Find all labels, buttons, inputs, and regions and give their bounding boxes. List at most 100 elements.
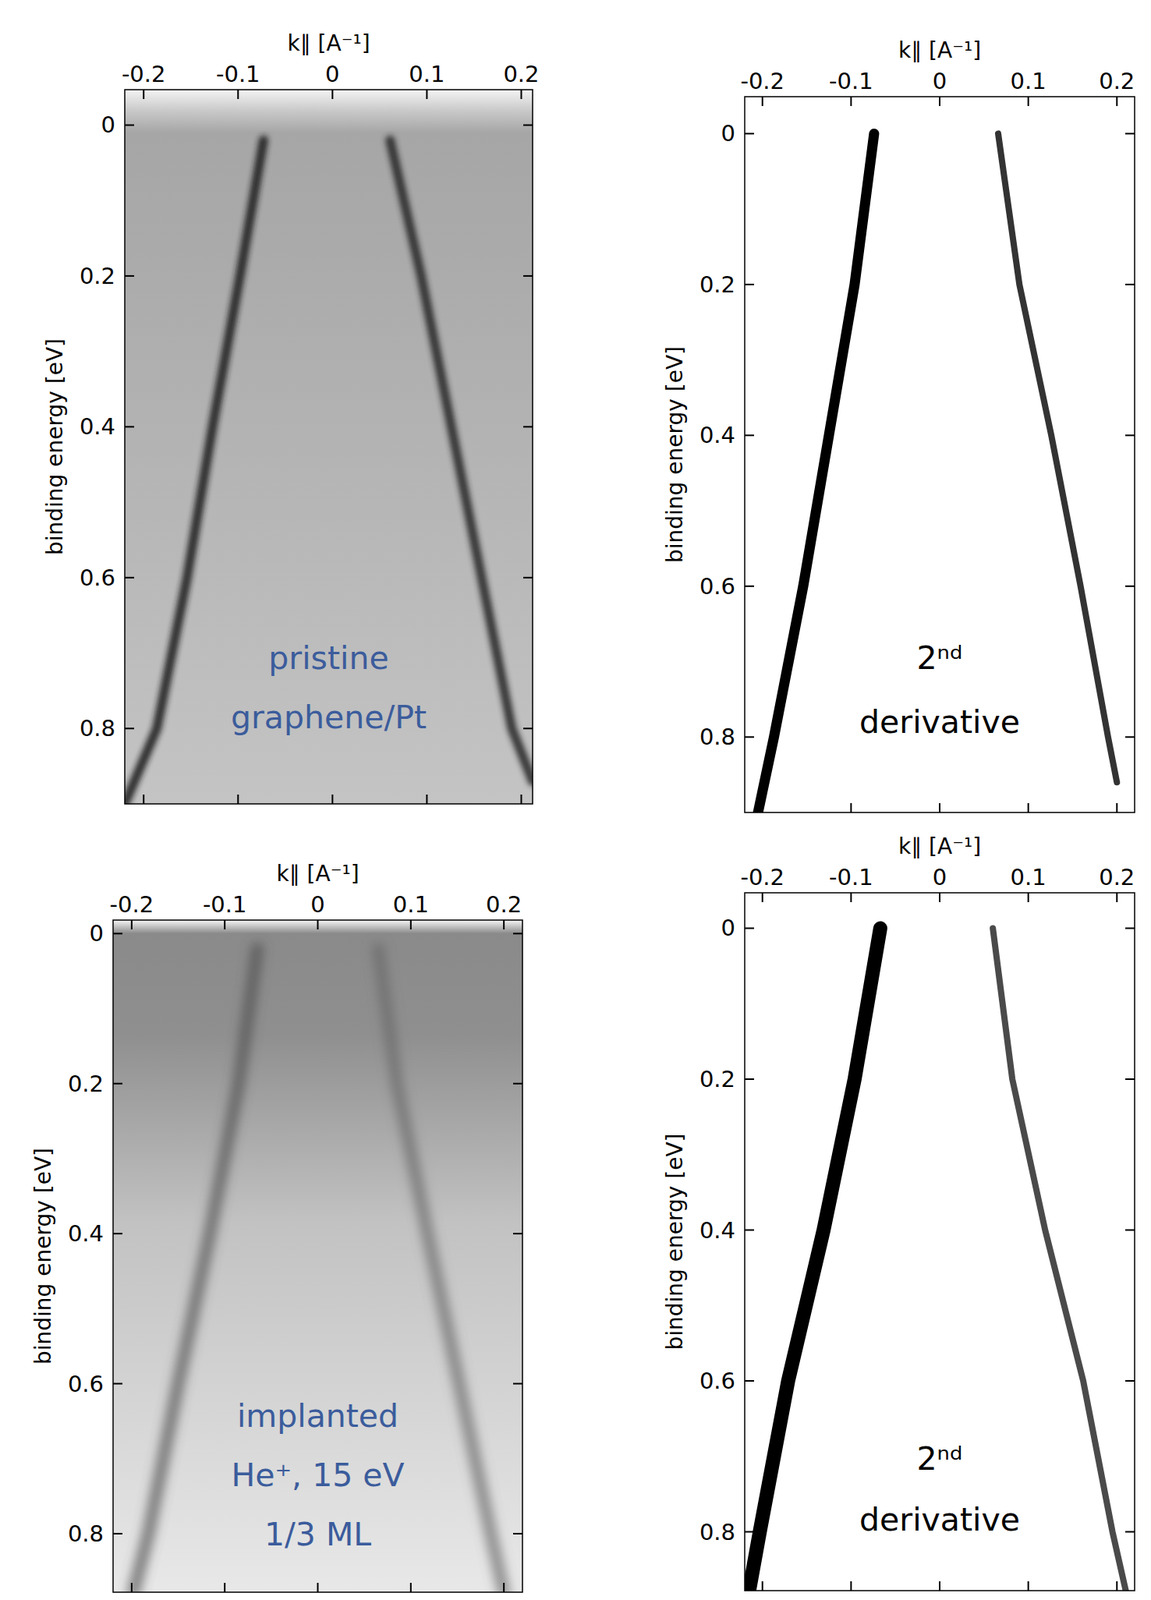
x-tick: [317, 1583, 319, 1593]
x-tick-label: 0.1: [1010, 864, 1047, 891]
x-tick: [1115, 803, 1118, 813]
x-axis-title: k∥ [A⁻¹]: [286, 30, 370, 57]
y-tick: [1125, 1229, 1135, 1232]
x-tick-label: 0: [932, 864, 947, 891]
y-tick: [1125, 1531, 1135, 1534]
band-dispersion: [757, 133, 875, 813]
annotation: 2ⁿᵈ: [916, 1440, 963, 1478]
x-tick: [237, 794, 239, 804]
annotation: derivative: [859, 703, 1020, 741]
x-tick-label: 0.2: [1098, 864, 1135, 891]
y-tick: [124, 577, 135, 579]
y-tick-label: 0.2: [699, 1066, 736, 1093]
y-tick: [513, 1383, 523, 1385]
band-dispersion: [998, 133, 1117, 783]
band-dispersion: [389, 140, 533, 782]
y-tick-label: 0.6: [699, 573, 736, 600]
y-tick: [113, 1232, 123, 1235]
x-tick-label: -0.1: [202, 891, 248, 918]
intensity-background: [113, 920, 523, 1593]
annotation: graphene/Pt: [230, 698, 427, 737]
annotation: pristine: [268, 639, 389, 677]
y-tick: [1125, 132, 1135, 135]
x-tick: [502, 1583, 505, 1593]
y-tick: [744, 132, 755, 135]
x-tick: [131, 920, 133, 930]
x-tick-label: -0.1: [216, 60, 261, 88]
y-tick-label: 0.8: [67, 1520, 104, 1548]
x-tick: [938, 803, 941, 813]
annotation: 2ⁿᵈ: [916, 639, 963, 677]
x-tick: [938, 892, 941, 903]
y-tick: [744, 1531, 755, 1534]
x-tick: [1115, 96, 1118, 107]
y-axis-title: binding energy [eV]: [662, 346, 688, 564]
x-tick-label: 0.2: [1098, 67, 1135, 95]
frame: [113, 920, 523, 1593]
x-tick: [425, 89, 428, 100]
bands: [133, 949, 504, 1593]
y-tick: [1125, 283, 1135, 286]
y-tick: [744, 927, 755, 929]
y-tick: [113, 932, 123, 935]
band-dispersion: [749, 927, 881, 1591]
x-tick: [237, 89, 239, 100]
bands: [749, 927, 1127, 1591]
x-tick: [849, 892, 852, 903]
y-tick: [513, 1232, 523, 1235]
x-tick: [1115, 1581, 1118, 1591]
y-tick-label: 0.6: [67, 1370, 104, 1398]
x-tick: [1115, 892, 1118, 903]
y-tick: [523, 425, 533, 428]
y-tick: [124, 123, 135, 126]
x-tick: [849, 803, 852, 813]
y-tick-label: 0.8: [699, 1519, 736, 1546]
y-tick: [1125, 434, 1135, 436]
x-tick-label: -0.2: [740, 864, 785, 891]
x-tick: [761, 892, 764, 903]
y-tick-label: 0.2: [79, 262, 116, 290]
plot-background: [744, 96, 1135, 813]
y-tick: [513, 1083, 523, 1085]
y-tick: [744, 736, 755, 738]
y-tick-label: 0: [721, 120, 736, 147]
x-tick: [410, 920, 412, 930]
panel: -0.2-0.100.10.200.20.40.60.8k∥ [A⁻¹]bind…: [662, 37, 1135, 813]
x-tick: [131, 1583, 133, 1593]
x-tick: [761, 803, 764, 813]
y-tick-label: 0.4: [67, 1220, 104, 1247]
x-tick: [142, 794, 145, 804]
panel: -0.2-0.100.10.200.20.40.60.8k∥ [A⁻¹]bind…: [30, 860, 523, 1593]
y-tick: [1125, 927, 1135, 929]
y-tick-label: 0.2: [67, 1070, 104, 1098]
y-tick: [523, 123, 533, 126]
y-tick-label: 0.6: [79, 564, 116, 592]
y-tick-label: 0: [101, 111, 116, 139]
panel: -0.2-0.100.10.200.20.40.60.8k∥ [A⁻¹]bind…: [42, 30, 540, 804]
y-tick: [523, 577, 533, 579]
x-axis-title: k∥ [A⁻¹]: [898, 37, 982, 64]
y-tick: [1125, 736, 1135, 738]
x-tick: [425, 794, 428, 804]
band-dispersion: [378, 949, 504, 1593]
y-tick: [744, 585, 755, 588]
band-dispersion: [992, 927, 1126, 1591]
x-tick-label: 0: [325, 60, 340, 88]
y-tick: [113, 1383, 123, 1385]
x-tick: [331, 89, 333, 100]
y-tick-label: 0.8: [79, 715, 116, 742]
x-tick: [761, 1581, 764, 1591]
x-tick: [761, 96, 764, 107]
x-tick: [223, 920, 226, 930]
y-tick-label: 0.4: [699, 1217, 736, 1244]
x-tick-label: -0.2: [109, 891, 155, 918]
panel: -0.2-0.100.10.200.20.40.60.8k∥ [A⁻¹]bind…: [662, 833, 1135, 1591]
x-axis-title: k∥ [A⁻¹]: [898, 833, 982, 860]
x-tick: [142, 89, 145, 100]
x-tick: [1027, 96, 1030, 107]
y-tick-label: 0: [89, 920, 104, 947]
x-axis-title: k∥ [A⁻¹]: [276, 860, 359, 887]
annotation: implanted: [237, 1397, 399, 1435]
x-tick: [849, 1581, 852, 1591]
bands: [757, 133, 1117, 813]
